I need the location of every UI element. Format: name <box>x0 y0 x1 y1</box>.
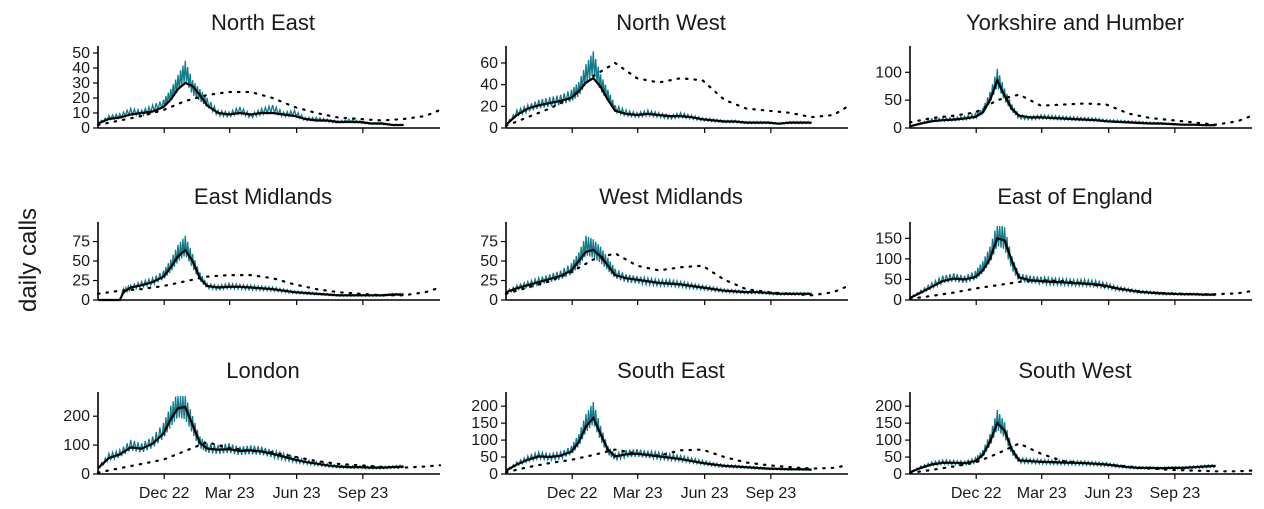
panel-title: East of England <box>997 184 1152 209</box>
panel-east-of-england: East of England 0 50 100 150 <box>875 184 1254 309</box>
series-line-raw <box>97 60 404 127</box>
series-line-dotted <box>908 279 1254 300</box>
x-tick-label: Sep 23 <box>746 485 797 502</box>
y-tick-label: 50 <box>480 253 498 270</box>
series-line-dotted <box>504 252 850 297</box>
panel-title: London <box>226 358 299 383</box>
x-tick-label: Mar 23 <box>1017 485 1067 502</box>
series-line-dotted <box>504 61 850 127</box>
series-line-smooth <box>909 421 1216 474</box>
y-tick-label: 100 <box>471 432 498 449</box>
x-tick-label: Jun 23 <box>273 485 321 502</box>
y-tick-label: 0 <box>81 120 90 137</box>
y-tick-label: 50 <box>72 45 90 62</box>
y-tick-label: 100 <box>875 64 902 81</box>
series-line-raw <box>909 225 1216 299</box>
panel-west-midlands: West Midlands 0 25 50 75 <box>480 184 850 309</box>
y-tick-label: 0 <box>489 292 498 309</box>
y-tick-label: 100 <box>63 437 90 454</box>
y-tick-label: 75 <box>480 234 498 251</box>
series-line-smooth <box>98 248 404 302</box>
x-tick-label: Mar 23 <box>205 485 255 502</box>
panel-title: South East <box>617 358 725 383</box>
y-tick-label: 50 <box>884 92 902 109</box>
series-line-dotted <box>908 442 1254 475</box>
y-tick-label: 0 <box>893 466 902 483</box>
series-line-smooth <box>909 236 1216 299</box>
series-line-raw <box>97 395 404 470</box>
x-tick-label: Dec 22 <box>139 485 190 502</box>
x-tick-label: Dec 22 <box>547 485 598 502</box>
series-line-dotted <box>504 448 850 474</box>
panel-title: South West <box>1018 358 1131 383</box>
y-axis-label: daily calls <box>15 208 42 312</box>
panel-yorkshire-and-humber: Yorkshire and Humber 0 50 100 <box>875 10 1254 137</box>
series-line-smooth <box>505 76 812 126</box>
panel-london: London 0 100 200 Dec 22 Mar 23 Jun 23 Sep 23 <box>63 358 442 502</box>
y-tick-label: 0 <box>893 292 902 309</box>
y-tick-label: 50 <box>480 449 498 466</box>
y-tick-label: 25 <box>72 273 90 290</box>
y-tick-label: 200 <box>471 398 498 415</box>
y-tick-label: 0 <box>81 466 90 483</box>
y-tick-label: 100 <box>875 432 902 449</box>
series-line-raw <box>505 235 812 296</box>
y-tick-label: 150 <box>875 230 902 247</box>
y-tick-label: 50 <box>884 449 902 466</box>
panel-north-west: North West 0 20 40 60 <box>480 10 850 137</box>
x-tick-label: Dec 22 <box>951 485 1002 502</box>
y-tick-label: 0 <box>489 120 498 137</box>
series-line-raw <box>505 401 812 472</box>
x-tick-label: Sep 23 <box>1150 485 1201 502</box>
series-line-raw <box>505 51 812 126</box>
panel-title: North West <box>616 10 726 35</box>
series-line-smooth <box>505 415 812 472</box>
series-line-smooth <box>505 248 812 295</box>
series-line-smooth <box>97 405 404 470</box>
panel-title: Yorkshire and Humber <box>966 10 1184 35</box>
y-tick-label: 10 <box>72 105 90 122</box>
series-line-dotted <box>96 441 442 474</box>
series-line-smooth <box>909 77 1216 128</box>
panel-east-midlands: East Midlands 0 25 50 75 <box>72 184 442 309</box>
y-tick-label: 0 <box>489 466 498 483</box>
x-tick-label: Sep 23 <box>338 485 389 502</box>
y-tick-label: 50 <box>884 271 902 288</box>
y-tick-label: 200 <box>875 398 902 415</box>
panel-title: North East <box>211 10 315 35</box>
y-tick-label: 50 <box>72 253 90 270</box>
y-tick-label: 40 <box>480 77 498 94</box>
y-tick-label: 150 <box>875 415 902 432</box>
panel-title: East Midlands <box>194 184 332 209</box>
x-tick-label: Jun 23 <box>681 485 729 502</box>
y-tick-label: 40 <box>72 60 90 77</box>
y-tick-label: 0 <box>893 120 902 137</box>
y-tick-label: 20 <box>480 98 498 115</box>
y-tick-label: 150 <box>471 415 498 432</box>
series-line-smooth <box>97 81 404 127</box>
y-tick-label: 30 <box>72 75 90 92</box>
series-line-dotted <box>96 274 442 297</box>
y-tick-label: 0 <box>81 292 90 309</box>
y-tick-label: 60 <box>480 55 498 72</box>
panel-title: West Midlands <box>599 184 743 209</box>
y-tick-label: 75 <box>72 234 90 251</box>
y-tick-label: 25 <box>480 273 498 290</box>
x-tick-label: Mar 23 <box>613 485 663 502</box>
series-line-raw <box>98 235 404 301</box>
series-line-dotted <box>96 90 442 127</box>
y-tick-label: 20 <box>72 90 90 107</box>
x-tick-label: Jun 23 <box>1085 485 1133 502</box>
series-line-dotted <box>908 93 1254 126</box>
y-tick-label: 200 <box>63 408 90 425</box>
y-tick-label: 100 <box>875 251 902 268</box>
